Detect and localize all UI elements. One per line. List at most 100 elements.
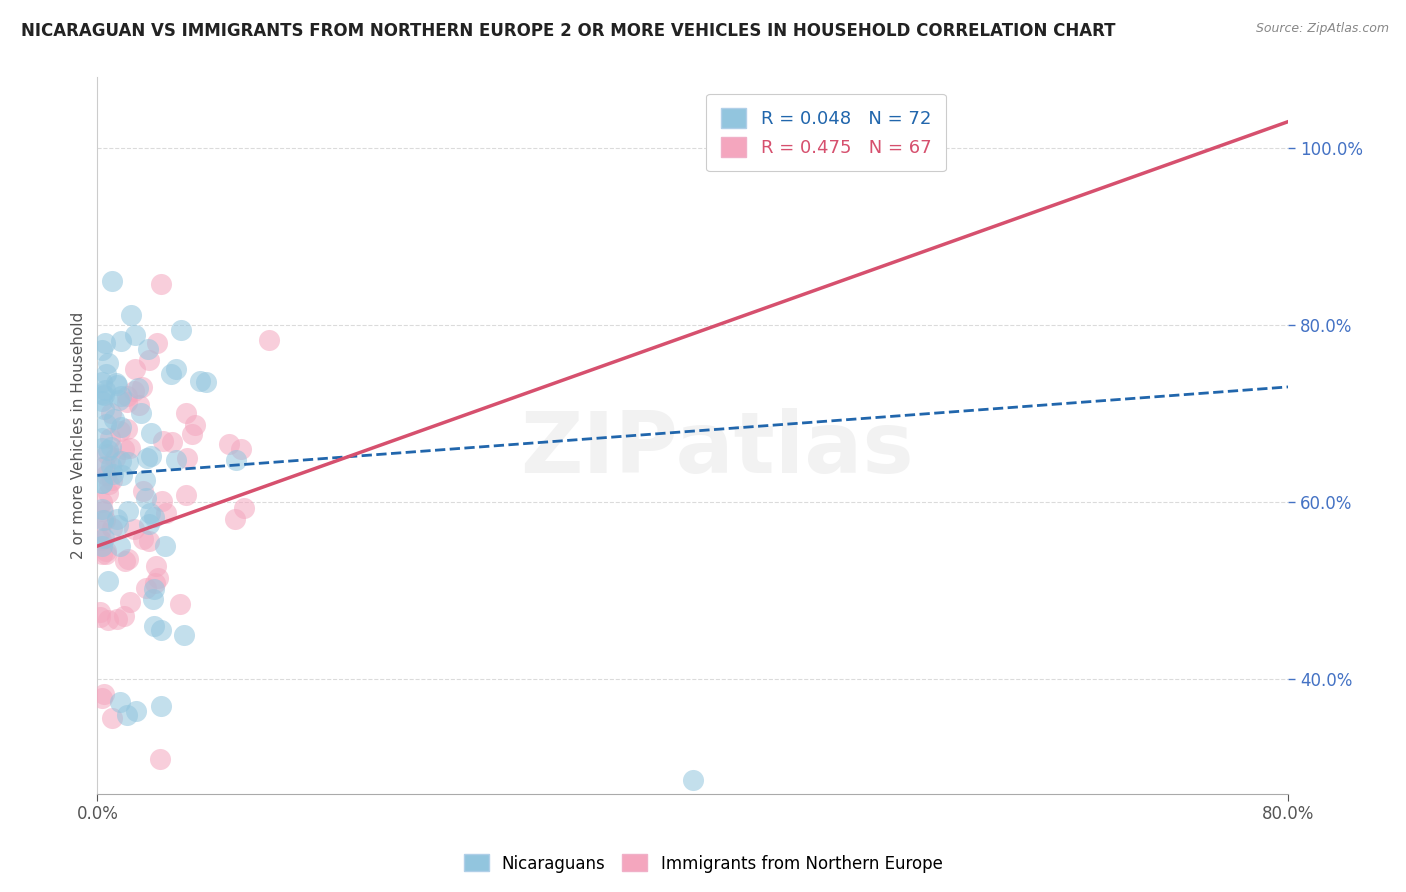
Point xyxy=(93,402,115,417)
Point xyxy=(101,473,124,487)
Point xyxy=(101,711,124,725)
Point xyxy=(155,506,177,520)
Point xyxy=(115,395,138,409)
Point xyxy=(105,376,128,390)
Point xyxy=(90,547,112,561)
Point xyxy=(96,447,118,461)
Point xyxy=(93,687,115,701)
Point xyxy=(110,454,132,468)
Point xyxy=(94,383,117,397)
Point xyxy=(90,442,112,456)
Text: ZIPatlas: ZIPatlas xyxy=(520,409,914,491)
Point xyxy=(128,398,150,412)
Point xyxy=(225,453,247,467)
Point xyxy=(108,424,131,438)
Point xyxy=(111,468,134,483)
Point xyxy=(100,407,122,421)
Point xyxy=(134,473,156,487)
Point xyxy=(97,356,120,370)
Point xyxy=(233,500,256,515)
Point xyxy=(100,431,122,445)
Point xyxy=(96,417,118,431)
Point xyxy=(110,420,132,434)
Point xyxy=(114,554,136,568)
Point xyxy=(110,389,132,403)
Point xyxy=(139,449,162,463)
Legend: R = 0.048   N = 72, R = 0.475   N = 67: R = 0.048 N = 72, R = 0.475 N = 67 xyxy=(706,94,946,171)
Point xyxy=(143,576,166,591)
Point xyxy=(176,406,198,420)
Point xyxy=(108,695,131,709)
Point xyxy=(142,592,165,607)
Point xyxy=(150,277,173,291)
Point xyxy=(115,707,138,722)
Point xyxy=(101,521,124,535)
Point xyxy=(101,274,124,288)
Point xyxy=(117,455,139,469)
Point xyxy=(165,452,187,467)
Point xyxy=(149,752,172,766)
Point xyxy=(96,468,118,483)
Point xyxy=(94,459,117,474)
Point xyxy=(115,389,138,403)
Point xyxy=(118,441,141,455)
Point xyxy=(165,361,187,376)
Point xyxy=(139,506,162,520)
Text: NICARAGUAN VS IMMIGRANTS FROM NORTHERN EUROPE 2 OR MORE VEHICLES IN HOUSEHOLD CO: NICARAGUAN VS IMMIGRANTS FROM NORTHERN E… xyxy=(21,22,1115,40)
Point xyxy=(103,412,125,426)
Point xyxy=(145,559,167,574)
Point xyxy=(93,531,115,545)
Point xyxy=(152,434,174,449)
Point xyxy=(94,367,117,381)
Point xyxy=(96,548,118,562)
Point xyxy=(94,336,117,351)
Point xyxy=(100,440,122,454)
Point xyxy=(90,431,112,445)
Point xyxy=(124,384,146,398)
Point xyxy=(117,552,139,566)
Point xyxy=(91,539,114,553)
Point xyxy=(146,335,169,350)
Point xyxy=(105,512,128,526)
Point xyxy=(194,375,217,389)
Point xyxy=(117,504,139,518)
Point xyxy=(97,486,120,500)
Point xyxy=(98,477,121,491)
Point xyxy=(112,609,135,624)
Point xyxy=(231,442,253,456)
Point xyxy=(132,532,155,546)
Text: Source: ZipAtlas.com: Source: ZipAtlas.com xyxy=(1256,22,1389,36)
Point xyxy=(93,388,115,402)
Point xyxy=(104,450,127,465)
Point xyxy=(141,426,163,441)
Point xyxy=(90,459,112,474)
Point xyxy=(101,467,124,482)
Point xyxy=(112,442,135,456)
Point xyxy=(90,343,112,357)
Point xyxy=(132,483,155,498)
Point xyxy=(91,690,114,705)
Point xyxy=(90,375,112,389)
Point xyxy=(100,458,122,473)
Point xyxy=(90,476,112,491)
Point xyxy=(108,539,131,553)
Point xyxy=(155,539,177,553)
Point xyxy=(90,495,112,509)
Point xyxy=(180,427,202,442)
Point xyxy=(125,705,148,719)
Point xyxy=(90,533,112,548)
Point xyxy=(135,491,157,505)
Point xyxy=(89,605,111,619)
Point xyxy=(120,308,142,322)
Point xyxy=(127,381,149,395)
Point xyxy=(170,323,193,337)
Point xyxy=(122,522,145,536)
Point xyxy=(110,334,132,348)
Point xyxy=(188,374,211,388)
Point xyxy=(143,619,166,633)
Point xyxy=(184,417,207,432)
Point xyxy=(89,524,111,539)
Point xyxy=(150,698,173,713)
Point xyxy=(174,488,197,502)
Point xyxy=(143,509,166,524)
